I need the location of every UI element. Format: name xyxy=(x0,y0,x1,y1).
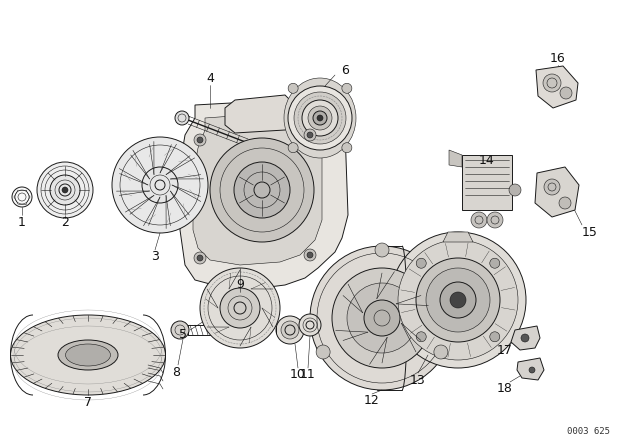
Polygon shape xyxy=(225,95,295,133)
Circle shape xyxy=(544,179,560,195)
Circle shape xyxy=(364,300,400,336)
Circle shape xyxy=(37,162,93,218)
Circle shape xyxy=(440,282,476,318)
Circle shape xyxy=(398,240,518,360)
Text: 10: 10 xyxy=(290,369,306,382)
Circle shape xyxy=(142,167,178,203)
Circle shape xyxy=(559,197,571,209)
Circle shape xyxy=(450,292,466,308)
Circle shape xyxy=(347,283,417,353)
Ellipse shape xyxy=(10,315,166,395)
Polygon shape xyxy=(535,167,579,217)
Circle shape xyxy=(390,232,526,368)
Polygon shape xyxy=(180,100,348,290)
Polygon shape xyxy=(193,113,322,265)
Circle shape xyxy=(509,184,521,196)
Circle shape xyxy=(307,252,313,258)
Text: 9: 9 xyxy=(236,279,244,292)
FancyBboxPatch shape xyxy=(462,155,512,210)
Text: 3: 3 xyxy=(151,250,159,263)
Circle shape xyxy=(194,252,206,264)
Circle shape xyxy=(416,332,426,342)
Circle shape xyxy=(281,321,299,339)
Circle shape xyxy=(12,187,32,207)
Text: 16: 16 xyxy=(550,52,566,65)
Circle shape xyxy=(112,137,208,233)
Circle shape xyxy=(308,106,332,130)
Text: 15: 15 xyxy=(582,225,598,238)
Circle shape xyxy=(342,143,352,153)
Circle shape xyxy=(310,246,454,390)
Circle shape xyxy=(313,111,327,125)
Circle shape xyxy=(487,212,503,228)
Circle shape xyxy=(304,249,316,261)
Ellipse shape xyxy=(58,340,118,370)
Circle shape xyxy=(294,92,346,144)
Ellipse shape xyxy=(284,78,356,158)
Circle shape xyxy=(288,143,298,153)
Circle shape xyxy=(276,316,304,344)
Text: 0003 625: 0003 625 xyxy=(567,427,610,436)
Circle shape xyxy=(194,134,206,146)
Circle shape xyxy=(171,321,189,339)
Circle shape xyxy=(50,175,80,205)
Text: 8: 8 xyxy=(172,366,180,379)
Circle shape xyxy=(234,162,290,218)
Circle shape xyxy=(175,111,189,125)
Circle shape xyxy=(210,138,314,242)
Polygon shape xyxy=(511,326,540,350)
Circle shape xyxy=(332,268,432,368)
Circle shape xyxy=(560,87,572,99)
Text: 17: 17 xyxy=(497,344,513,357)
Text: 11: 11 xyxy=(300,369,316,382)
Circle shape xyxy=(434,345,448,359)
Text: 7: 7 xyxy=(84,396,92,409)
Circle shape xyxy=(426,268,490,332)
Circle shape xyxy=(197,255,203,261)
Text: 14: 14 xyxy=(479,155,495,168)
Text: 13: 13 xyxy=(410,374,426,387)
Circle shape xyxy=(248,141,256,149)
Circle shape xyxy=(342,83,352,93)
Circle shape xyxy=(317,115,323,121)
Polygon shape xyxy=(536,66,578,108)
Polygon shape xyxy=(443,232,473,242)
Text: 2: 2 xyxy=(61,215,69,228)
Polygon shape xyxy=(449,150,462,167)
Circle shape xyxy=(62,187,68,193)
Text: 5: 5 xyxy=(179,328,187,341)
Circle shape xyxy=(200,268,280,348)
Circle shape xyxy=(288,83,298,93)
Text: 4: 4 xyxy=(206,72,214,85)
Polygon shape xyxy=(517,358,544,380)
Circle shape xyxy=(529,367,535,373)
Circle shape xyxy=(375,243,389,257)
Text: 1: 1 xyxy=(18,215,26,228)
Circle shape xyxy=(521,334,529,342)
Circle shape xyxy=(299,314,321,336)
Circle shape xyxy=(288,86,352,150)
Circle shape xyxy=(416,258,500,342)
Circle shape xyxy=(307,132,313,138)
Text: 18: 18 xyxy=(497,382,513,395)
Circle shape xyxy=(304,129,316,141)
Circle shape xyxy=(490,258,500,268)
Circle shape xyxy=(302,100,338,136)
Circle shape xyxy=(316,345,330,359)
Circle shape xyxy=(471,212,487,228)
Circle shape xyxy=(197,137,203,143)
Circle shape xyxy=(220,288,260,328)
Circle shape xyxy=(490,332,500,342)
Ellipse shape xyxy=(65,344,111,366)
Circle shape xyxy=(416,258,426,268)
Circle shape xyxy=(543,74,561,92)
Text: 6: 6 xyxy=(341,64,349,77)
Text: 12: 12 xyxy=(364,395,380,408)
